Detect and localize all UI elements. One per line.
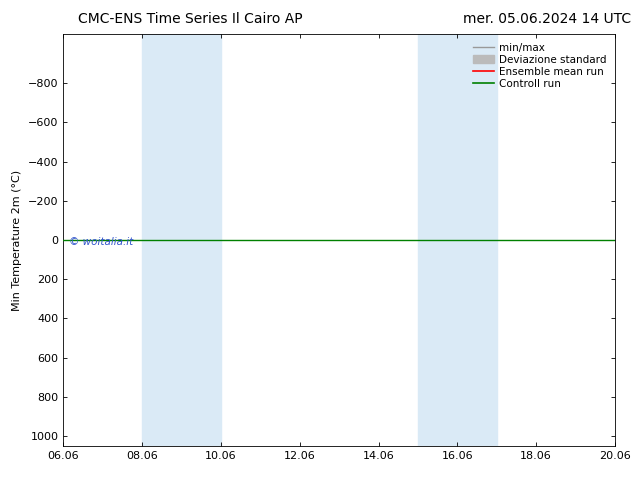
Legend: min/max, Deviazione standard, Ensemble mean run, Controll run: min/max, Deviazione standard, Ensemble m… bbox=[470, 40, 610, 92]
Bar bbox=[418, 34, 497, 446]
Text: CMC-ENS Time Series Il Cairo AP: CMC-ENS Time Series Il Cairo AP bbox=[78, 12, 302, 26]
Bar bbox=[142, 34, 221, 446]
Text: mer. 05.06.2024 14 UTC: mer. 05.06.2024 14 UTC bbox=[463, 12, 631, 26]
Text: © woitalia.it: © woitalia.it bbox=[69, 237, 133, 247]
Y-axis label: Min Temperature 2m (°C): Min Temperature 2m (°C) bbox=[13, 170, 22, 311]
